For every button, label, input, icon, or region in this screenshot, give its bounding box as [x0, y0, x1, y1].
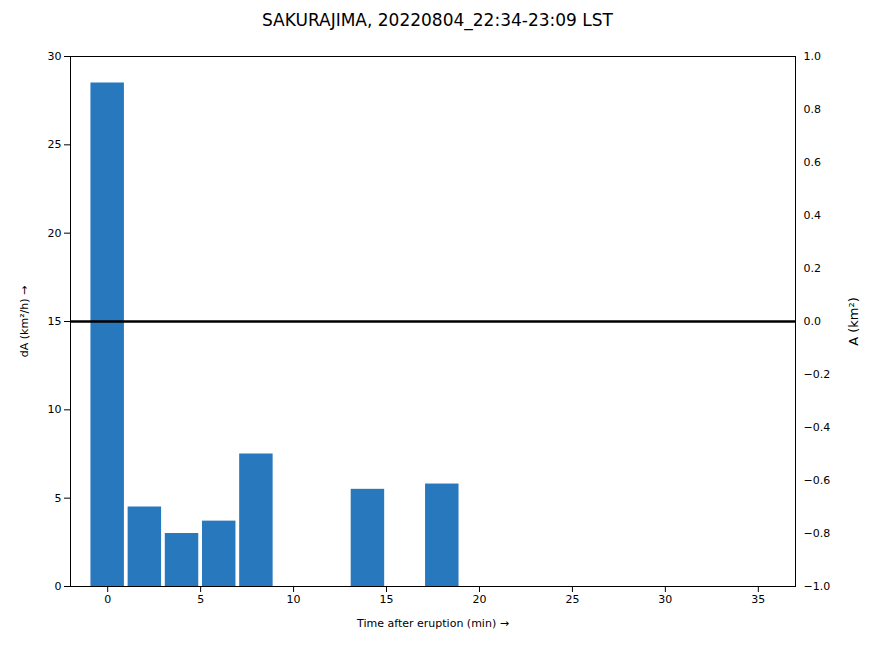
- svg-text:20: 20: [48, 227, 62, 240]
- svg-text:10: 10: [48, 403, 62, 416]
- svg-text:A (km²): A (km²): [846, 297, 861, 346]
- svg-text:0.8: 0.8: [804, 103, 822, 116]
- svg-text:5: 5: [197, 593, 204, 606]
- svg-text:−0.6: −0.6: [804, 474, 831, 487]
- svg-text:0.0: 0.0: [804, 315, 822, 328]
- svg-text:35: 35: [751, 593, 765, 606]
- svg-text:25: 25: [565, 593, 579, 606]
- svg-text:Time after eruption (min) →: Time after eruption (min) →: [356, 617, 509, 630]
- svg-text:0.4: 0.4: [804, 209, 822, 222]
- html-text:SAKURAJIMA, 20220804_22:34-23:: SAKURAJIMA, 20220804_22:34-23:09 LST: [262, 10, 613, 30]
- svg-text:−0.2: −0.2: [804, 368, 831, 381]
- svg-text:0: 0: [55, 580, 62, 593]
- svg-text:0: 0: [104, 593, 111, 606]
- svg-text:20: 20: [472, 593, 486, 606]
- svg-text:0.6: 0.6: [804, 156, 822, 169]
- svg-text:30: 30: [48, 50, 62, 63]
- svg-text:dA (km²/h) →: dA (km²/h) →: [18, 286, 31, 357]
- svg-text:1.0: 1.0: [804, 50, 822, 63]
- svg-text:−0.8: −0.8: [804, 527, 831, 540]
- svg-text:0.2: 0.2: [804, 262, 822, 275]
- svg-text:−0.4: −0.4: [804, 421, 831, 434]
- svg-text:30: 30: [658, 593, 672, 606]
- svg-text:−1.0: −1.0: [804, 580, 831, 593]
- svg-text:5: 5: [55, 492, 62, 505]
- svg-text:15: 15: [48, 315, 62, 328]
- svg-text:15: 15: [380, 593, 394, 606]
- svg-text:10: 10: [287, 593, 301, 606]
- svg-text:25: 25: [48, 138, 62, 151]
